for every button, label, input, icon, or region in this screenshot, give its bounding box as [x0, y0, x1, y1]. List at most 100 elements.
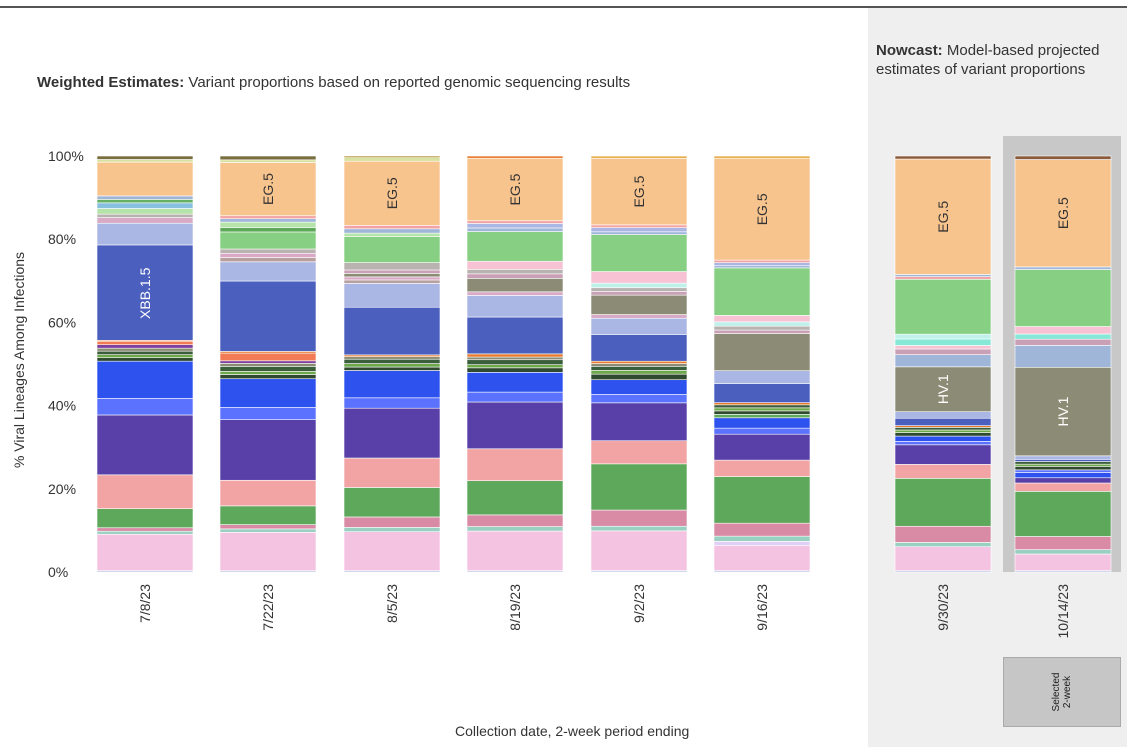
- bar-segment: [590, 379, 688, 395]
- bar-segment: [343, 397, 441, 409]
- weighted-title-text: Variant proportions based on reported ge…: [184, 74, 631, 91]
- bar-segment: [343, 160, 441, 226]
- bar-segment: [1014, 266, 1112, 270]
- bar-segment: [713, 158, 811, 261]
- bar-segment: [1014, 345, 1112, 368]
- bar-segment: [894, 417, 992, 426]
- bar-segment: [466, 157, 564, 222]
- bar-segment: [219, 257, 317, 263]
- bar-segment: [96, 195, 194, 200]
- x-tick-label: 7/22/23: [260, 584, 276, 631]
- bar-stack: [1014, 155, 1112, 573]
- bar-segment: [343, 527, 441, 532]
- bar-segment: [713, 433, 811, 461]
- bar-segment: [713, 325, 811, 331]
- top-rule: [0, 6, 1127, 8]
- bar-segment: [219, 366, 317, 372]
- bar-segment: [343, 269, 441, 274]
- bar-segment: [894, 338, 992, 346]
- bar-segment: [590, 282, 688, 289]
- x-tick-label: 10/14/23: [1055, 584, 1071, 639]
- bar-segment: [894, 411, 992, 419]
- bar-segment: [96, 350, 194, 355]
- bar-segment: [894, 435, 992, 442]
- bar-segment: [894, 333, 992, 340]
- bar-segment: [590, 366, 688, 371]
- bar-segment: [219, 528, 317, 533]
- bar-segment: [466, 353, 564, 358]
- selected-period-tag: Selected 2-week: [1003, 657, 1121, 727]
- bar-segment: [343, 407, 441, 459]
- bar-segment: [1014, 549, 1112, 555]
- bar-segment: [590, 370, 688, 375]
- bar-segment: [96, 474, 194, 509]
- bar-segment: [96, 533, 194, 571]
- bar-segment: [96, 530, 194, 535]
- bar-segment: [219, 363, 317, 367]
- x-tick-label: 8/5/23: [384, 584, 400, 623]
- x-tick-label: 9/16/23: [754, 584, 770, 631]
- bar-segment: [96, 347, 194, 352]
- bar-segment: [219, 352, 317, 362]
- bar-segment: [219, 218, 317, 223]
- bar-segment: [894, 546, 992, 571]
- bar-segment: [713, 417, 811, 429]
- bar-segment: [343, 276, 441, 281]
- bar-segment: [219, 407, 317, 420]
- bar-segment: [96, 208, 194, 215]
- bar-segment: [466, 391, 564, 403]
- bar-segment: [894, 348, 992, 355]
- bar-stack: [219, 155, 317, 573]
- bar-segment: [466, 260, 564, 270]
- bar-segment: [343, 262, 441, 271]
- bar-segment: [466, 223, 564, 229]
- y-tick-label: 80%: [48, 231, 76, 247]
- nowcast-title: Nowcast: Model-based projected estimates…: [876, 41, 1126, 79]
- bar-segment: [590, 525, 688, 532]
- bar-segment: [1014, 482, 1112, 492]
- bar-segment: [96, 213, 194, 218]
- bar-segment: [219, 374, 317, 380]
- bar-segment: [894, 444, 992, 465]
- bar-segment: [466, 514, 564, 527]
- bar-segment: [713, 545, 811, 572]
- y-tick-label: 40%: [48, 398, 76, 414]
- bar-segment: [713, 315, 811, 323]
- bar-segment: [713, 410, 811, 415]
- bar-segment: [466, 401, 564, 450]
- bar-stack: [96, 155, 194, 573]
- bar-segment: [590, 224, 688, 228]
- x-tick-label: 8/19/23: [507, 584, 523, 631]
- bar-segment: [713, 414, 811, 419]
- bar-segment: [219, 227, 317, 233]
- bar-segment: [343, 516, 441, 528]
- bar-segment: [1014, 338, 1112, 346]
- bar-stack: [466, 155, 564, 573]
- bar-segment: [343, 363, 441, 368]
- x-axis-title: Collection date, 2-week period ending: [455, 723, 690, 739]
- bar-segment: [590, 363, 688, 367]
- y-tick-label: 100%: [48, 148, 84, 164]
- bar-segment: [590, 234, 688, 272]
- bar-segment: [590, 155, 688, 159]
- bar-segment: [219, 371, 317, 375]
- bar-segment: [466, 227, 564, 232]
- bar-segment: [894, 155, 992, 160]
- bar-segment: [343, 155, 441, 159]
- bar-segment: [96, 217, 194, 224]
- y-tick-label: 20%: [48, 481, 76, 497]
- bar-segment: [96, 360, 194, 399]
- bar-segment: [343, 232, 441, 237]
- bar-segment: [713, 267, 811, 316]
- bar-segment: [590, 509, 688, 527]
- bar-segment: [894, 276, 992, 280]
- bar-segment: [1014, 463, 1112, 467]
- bar-segment: [590, 463, 688, 511]
- bar-segment: [713, 402, 811, 406]
- bar-segment: [466, 364, 564, 369]
- bar-segment: [590, 334, 688, 362]
- bar-segment: [894, 464, 992, 479]
- bar-stack: [713, 155, 811, 573]
- bar-segment: [713, 476, 811, 524]
